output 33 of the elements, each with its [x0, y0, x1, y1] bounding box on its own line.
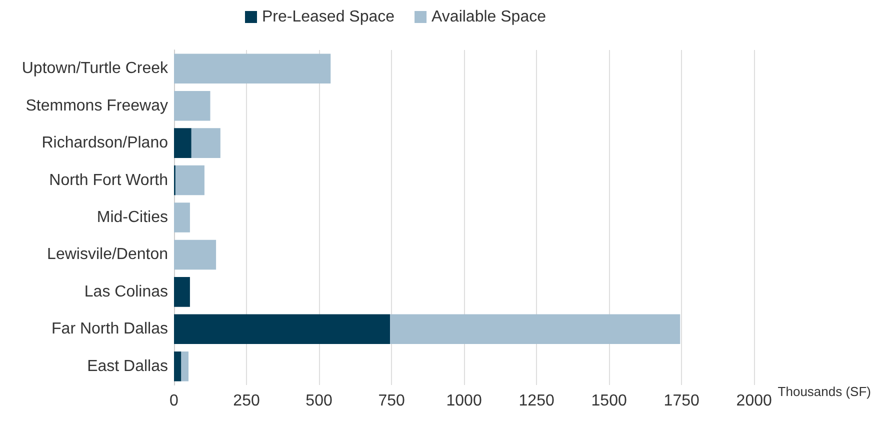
legend-label: Available Space [432, 8, 546, 26]
x-tick-label: 750 [378, 392, 405, 410]
bar [191, 128, 220, 158]
y-tick-label: Uptown/Turtle Creek [22, 60, 169, 78]
x-tick-label: 1000 [446, 392, 482, 410]
x-axis-title: Thousands (SF) [778, 384, 871, 399]
bar [390, 314, 680, 344]
y-tick-label: Lewisvile/Denton [47, 246, 168, 264]
bar [174, 90, 210, 121]
bar [174, 277, 190, 307]
x-tick-label: 0 [170, 392, 179, 410]
y-tick-label: Las Colinas [84, 283, 168, 300]
bar [174, 314, 390, 344]
bar [174, 240, 216, 270]
x-tick-label: 2000 [736, 392, 772, 410]
x-tick-label: 1500 [591, 392, 627, 410]
y-tick-label: North Fort Worth [49, 172, 168, 189]
x-tick-label: 500 [306, 392, 332, 410]
bar [181, 352, 189, 382]
bar [174, 202, 190, 232]
y-tick-label: Far North Dallas [52, 320, 168, 338]
x-tick-label: 1250 [518, 392, 554, 410]
y-tick-label: Stemmons Freeway [26, 97, 168, 114]
x-tick-label: 250 [233, 392, 260, 410]
bar [174, 128, 192, 158]
bar [175, 165, 204, 196]
bar [174, 352, 182, 382]
bar [174, 54, 331, 84]
y-tick-label: Mid-Cities [96, 209, 168, 226]
y-tick-label: Richardson/Plano [42, 134, 168, 152]
x-tick-label: 1750 [664, 392, 700, 410]
legend-label: Pre-Leased Space [262, 8, 395, 26]
y-tick-label: East Dallas [87, 358, 168, 375]
